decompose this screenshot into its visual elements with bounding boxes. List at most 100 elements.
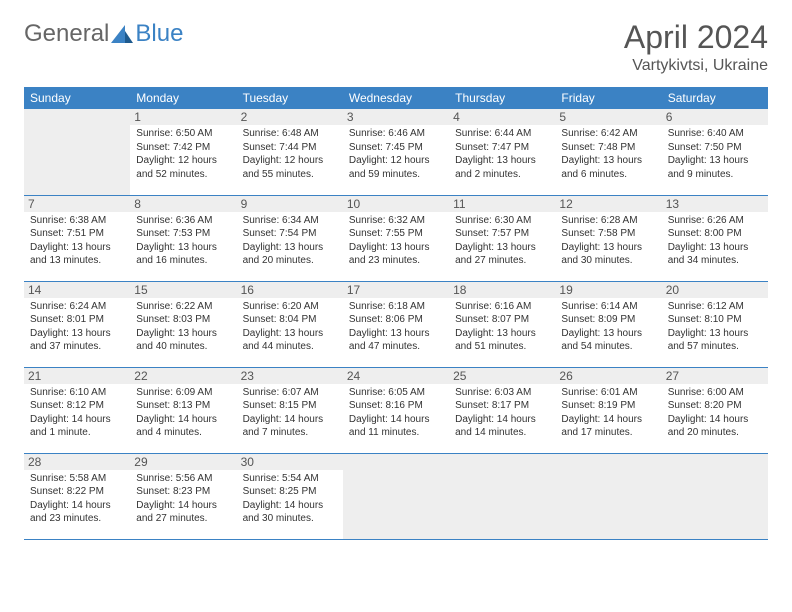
day-info: Sunrise: 6:22 AMSunset: 8:03 PMDaylight:… bbox=[134, 300, 232, 354]
sunset-text: Sunset: 7:45 PM bbox=[349, 141, 443, 155]
day-number: 8 bbox=[130, 196, 236, 212]
day-number: 10 bbox=[343, 196, 449, 212]
week-row: 7Sunrise: 6:38 AMSunset: 7:51 PMDaylight… bbox=[24, 195, 768, 281]
day-number: 24 bbox=[343, 368, 449, 384]
sunset-text: Sunset: 8:03 PM bbox=[136, 313, 230, 327]
sunset-text: Sunset: 8:00 PM bbox=[668, 227, 762, 241]
weekday-header-row: SundayMondayTuesdayWednesdayThursdayFrid… bbox=[24, 87, 768, 109]
day-info: Sunrise: 6:26 AMSunset: 8:00 PMDaylight:… bbox=[666, 214, 764, 268]
day-info: Sunrise: 6:28 AMSunset: 7:58 PMDaylight:… bbox=[559, 214, 657, 268]
day-cell: 3Sunrise: 6:46 AMSunset: 7:45 PMDaylight… bbox=[343, 109, 449, 195]
sunrise-text: Sunrise: 6:14 AM bbox=[561, 300, 655, 314]
sunset-text: Sunset: 7:47 PM bbox=[455, 141, 549, 155]
logo-triangle-icon bbox=[111, 25, 133, 43]
sunset-text: Sunset: 8:13 PM bbox=[136, 399, 230, 413]
daylight-text: Daylight: 14 hours and 14 minutes. bbox=[455, 413, 549, 440]
day-number: 21 bbox=[24, 368, 130, 384]
sunset-text: Sunset: 8:22 PM bbox=[30, 485, 124, 499]
sunset-text: Sunset: 8:23 PM bbox=[136, 485, 230, 499]
day-info: Sunrise: 6:07 AMSunset: 8:15 PMDaylight:… bbox=[241, 386, 339, 440]
day-cell: 5Sunrise: 6:42 AMSunset: 7:48 PMDaylight… bbox=[555, 109, 661, 195]
day-cell: 1Sunrise: 6:50 AMSunset: 7:42 PMDaylight… bbox=[130, 109, 236, 195]
day-cell: 6Sunrise: 6:40 AMSunset: 7:50 PMDaylight… bbox=[662, 109, 768, 195]
day-number: 7 bbox=[24, 196, 130, 212]
week-row: 14Sunrise: 6:24 AMSunset: 8:01 PMDayligh… bbox=[24, 281, 768, 367]
sunrise-text: Sunrise: 5:54 AM bbox=[243, 472, 337, 486]
day-number: 3 bbox=[343, 109, 449, 125]
sunset-text: Sunset: 8:09 PM bbox=[561, 313, 655, 327]
sunrise-text: Sunrise: 6:07 AM bbox=[243, 386, 337, 400]
day-cell: 28Sunrise: 5:58 AMSunset: 8:22 PMDayligh… bbox=[24, 453, 130, 539]
sunset-text: Sunset: 7:57 PM bbox=[455, 227, 549, 241]
weekday-header: Sunday bbox=[24, 87, 130, 109]
sunrise-text: Sunrise: 6:12 AM bbox=[668, 300, 762, 314]
daylight-text: Daylight: 14 hours and 23 minutes. bbox=[30, 499, 124, 526]
week-row: 28Sunrise: 5:58 AMSunset: 8:22 PMDayligh… bbox=[24, 453, 768, 539]
page-header: General Blue April 2024 Vartykivtsi, Ukr… bbox=[24, 20, 768, 75]
sunrise-text: Sunrise: 6:46 AM bbox=[349, 127, 443, 141]
day-cell: 27Sunrise: 6:00 AMSunset: 8:20 PMDayligh… bbox=[662, 367, 768, 453]
sunrise-text: Sunrise: 6:24 AM bbox=[30, 300, 124, 314]
logo-text-general: General bbox=[24, 20, 109, 48]
sunrise-text: Sunrise: 6:20 AM bbox=[243, 300, 337, 314]
empty-cell bbox=[555, 453, 661, 539]
sunset-text: Sunset: 7:58 PM bbox=[561, 227, 655, 241]
day-number: 27 bbox=[662, 368, 768, 384]
daylight-text: Daylight: 13 hours and 37 minutes. bbox=[30, 327, 124, 354]
daylight-text: Daylight: 13 hours and 30 minutes. bbox=[561, 241, 655, 268]
daylight-text: Daylight: 13 hours and 23 minutes. bbox=[349, 241, 443, 268]
daylight-text: Daylight: 13 hours and 2 minutes. bbox=[455, 154, 549, 181]
day-cell: 8 Sunrise: 6:36 AMSunset: 7:53 PMDaylight… bbox=[130, 195, 236, 281]
day-info: Sunrise: 6:34 AMSunset: 7:54 PMDaylight:… bbox=[241, 214, 339, 268]
sunrise-text: Sunrise: 6:38 AM bbox=[30, 214, 124, 228]
daylight-text: Daylight: 14 hours and 1 minute. bbox=[30, 413, 124, 440]
day-info: Sunrise: 5:58 AMSunset: 8:22 PMDaylight:… bbox=[28, 472, 126, 526]
sunrise-text: Sunrise: 6:28 AM bbox=[561, 214, 655, 228]
empty-cell bbox=[24, 109, 130, 195]
daylight-text: Daylight: 12 hours and 55 minutes. bbox=[243, 154, 337, 181]
day-info: Sunrise: 6:10 AMSunset: 8:12 PMDaylight:… bbox=[28, 386, 126, 440]
day-number: 29 bbox=[130, 454, 236, 470]
day-info: Sunrise: 6:01 AMSunset: 8:19 PMDaylight:… bbox=[559, 386, 657, 440]
day-cell: 10 Sunrise: 6:32 AMSunset: 7:55 PMDayligh… bbox=[343, 195, 449, 281]
week-row: 1Sunrise: 6:50 AMSunset: 7:42 PMDaylight… bbox=[24, 109, 768, 195]
weekday-header: Monday bbox=[130, 87, 236, 109]
sunrise-text: Sunrise: 5:56 AM bbox=[136, 472, 230, 486]
day-cell: 4Sunrise: 6:44 AMSunset: 7:47 PMDaylight… bbox=[449, 109, 555, 195]
day-cell: 20Sunrise: 6:12 AMSunset: 8:10 PMDayligh… bbox=[662, 281, 768, 367]
day-cell: 22Sunrise: 6:09 AMSunset: 8:13 PMDayligh… bbox=[130, 367, 236, 453]
day-cell: 25Sunrise: 6:03 AMSunset: 8:17 PMDayligh… bbox=[449, 367, 555, 453]
day-info: Sunrise: 6:14 AMSunset: 8:09 PMDaylight:… bbox=[559, 300, 657, 354]
day-cell: 11Sunrise: 6:30 AMSunset: 7:57 PMDayligh… bbox=[449, 195, 555, 281]
day-cell: 19Sunrise: 6:14 AMSunset: 8:09 PMDayligh… bbox=[555, 281, 661, 367]
day-cell: 24Sunrise: 6:05 AMSunset: 8:16 PMDayligh… bbox=[343, 367, 449, 453]
calendar-table: SundayMondayTuesdayWednesdayThursdayFrid… bbox=[24, 87, 768, 540]
daylight-text: Daylight: 13 hours and 44 minutes. bbox=[243, 327, 337, 354]
day-number: 25 bbox=[449, 368, 555, 384]
month-title: April 2024 bbox=[624, 20, 768, 55]
day-cell: 16Sunrise: 6:20 AMSunset: 8:04 PMDayligh… bbox=[237, 281, 343, 367]
day-cell: 14Sunrise: 6:24 AMSunset: 8:01 PMDayligh… bbox=[24, 281, 130, 367]
sunrise-text: Sunrise: 6:16 AM bbox=[455, 300, 549, 314]
day-info: Sunrise: 6:44 AMSunset: 7:47 PMDaylight:… bbox=[453, 127, 551, 181]
day-cell: 7Sunrise: 6:38 AMSunset: 7:51 PMDaylight… bbox=[24, 195, 130, 281]
daylight-text: Daylight: 14 hours and 27 minutes. bbox=[136, 499, 230, 526]
day-info: Sunrise: 6:18 AMSunset: 8:06 PMDaylight:… bbox=[347, 300, 445, 354]
daylight-text: Daylight: 13 hours and 57 minutes. bbox=[668, 327, 762, 354]
sunrise-text: Sunrise: 6:34 AM bbox=[243, 214, 337, 228]
day-number: 15 bbox=[130, 282, 236, 298]
sunset-text: Sunset: 8:01 PM bbox=[30, 313, 124, 327]
sunrise-text: Sunrise: 6:18 AM bbox=[349, 300, 443, 314]
day-info: Sunrise: 6:16 AMSunset: 8:07 PMDaylight:… bbox=[453, 300, 551, 354]
day-info: Sunrise: 5:56 AMSunset: 8:23 PMDaylight:… bbox=[134, 472, 232, 526]
sunset-text: Sunset: 7:44 PM bbox=[243, 141, 337, 155]
daylight-text: Daylight: 14 hours and 30 minutes. bbox=[243, 499, 337, 526]
day-info: Sunrise: 6:20 AMSunset: 8:04 PMDaylight:… bbox=[241, 300, 339, 354]
daylight-text: Daylight: 13 hours and 13 minutes. bbox=[30, 241, 124, 268]
day-cell: 23Sunrise: 6:07 AMSunset: 8:15 PMDayligh… bbox=[237, 367, 343, 453]
day-info: Sunrise: 6:32 AMSunset: 7:55 PMDaylight:… bbox=[347, 214, 445, 268]
sunset-text: Sunset: 7:54 PM bbox=[243, 227, 337, 241]
day-info: Sunrise: 6:36 AMSunset: 7:53 PMDaylight:… bbox=[134, 214, 232, 268]
day-number: 20 bbox=[662, 282, 768, 298]
empty-cell bbox=[662, 453, 768, 539]
